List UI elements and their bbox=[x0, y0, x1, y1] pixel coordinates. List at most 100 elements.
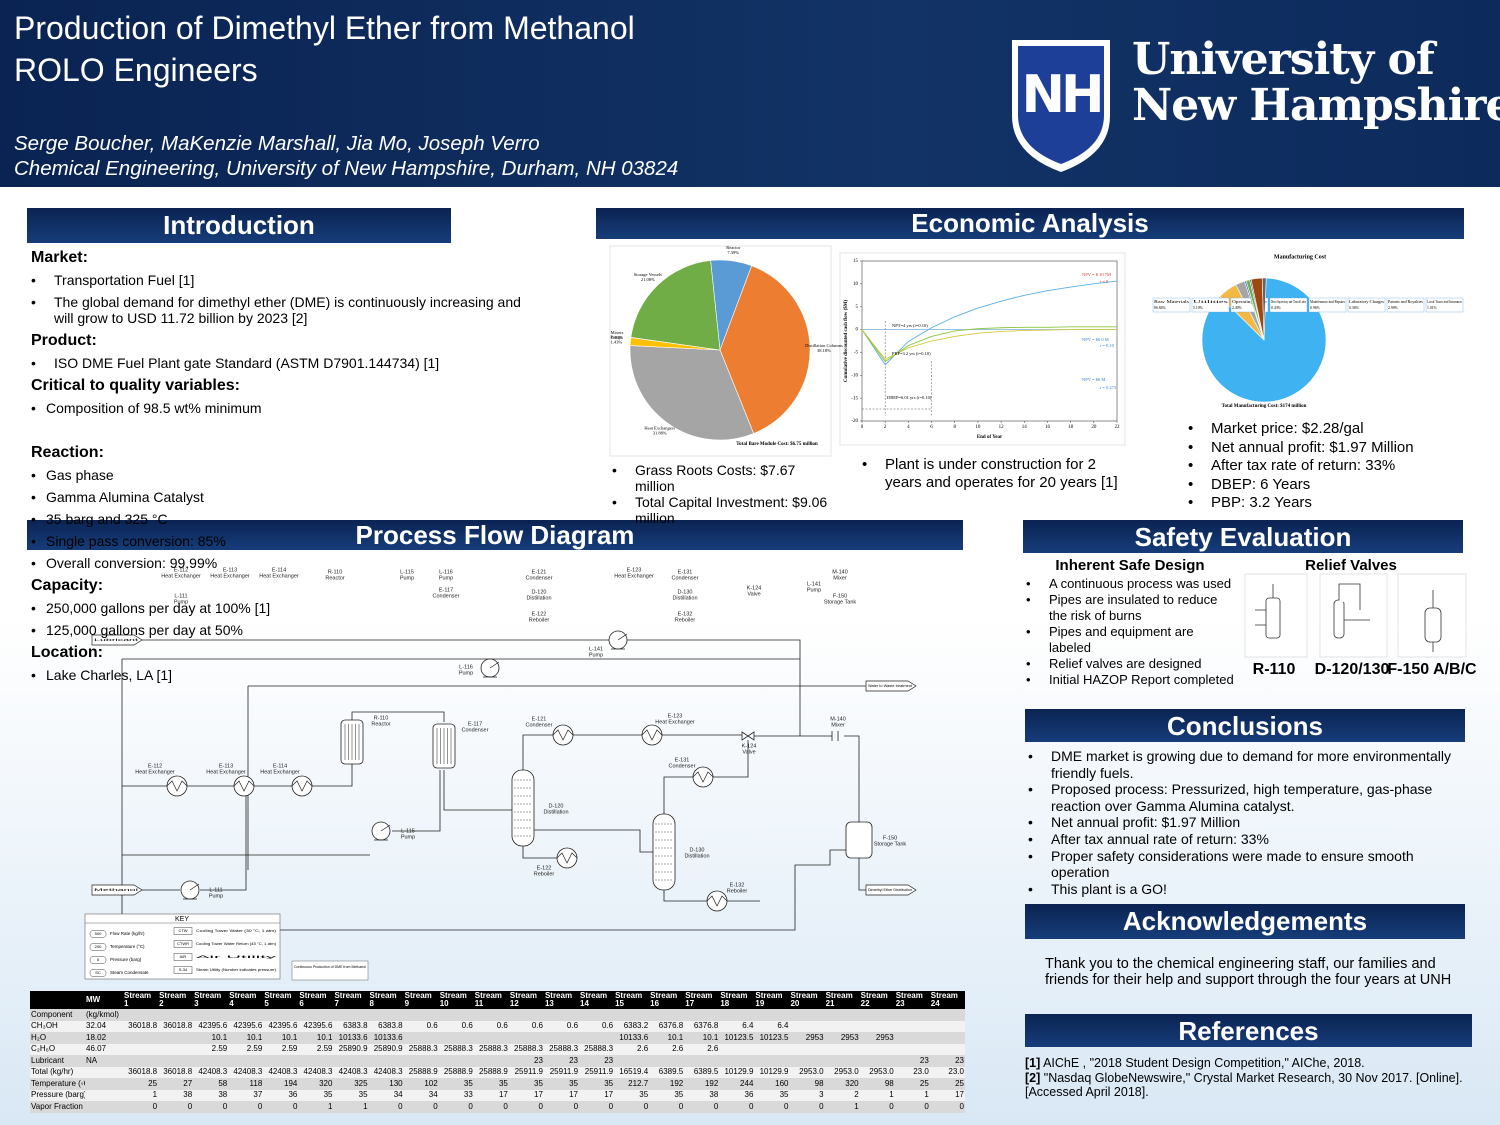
list-label: Market: bbox=[31, 249, 88, 266]
table-cell: 1 bbox=[333, 1101, 369, 1113]
header-cell: Stream 15 bbox=[614, 991, 650, 1009]
table-cell bbox=[193, 1009, 229, 1021]
process-line bbox=[663, 740, 760, 902]
mixer bbox=[831, 731, 839, 741]
table-cell: 17 bbox=[929, 1089, 965, 1101]
authors: Serge Boucher, MaKenzie Marshall, Jia Mo… bbox=[14, 132, 540, 155]
table-cell: 1 bbox=[859, 1089, 895, 1101]
equipment-name: Mixer bbox=[831, 722, 845, 728]
equipment-tag: E-114 bbox=[273, 763, 287, 769]
table-cell: 0.6 bbox=[403, 1020, 439, 1032]
table-cell: 10123.5 bbox=[754, 1032, 790, 1044]
header-cell: Stream 11 bbox=[473, 991, 509, 1009]
table-cell: 192 bbox=[649, 1078, 685, 1090]
table-cell bbox=[333, 1055, 369, 1067]
title-block bbox=[291, 960, 369, 981]
slice-value: 1.01% bbox=[1427, 306, 1438, 310]
process-line bbox=[140, 639, 801, 736]
table-cell: 0 bbox=[193, 1101, 229, 1113]
reference-marker: [2] bbox=[1025, 1070, 1041, 1085]
table-cell bbox=[228, 1055, 264, 1067]
equipment-name: Heat Exchanger bbox=[260, 769, 300, 775]
heat-exchanger bbox=[291, 775, 313, 797]
acknowledgement-text: Thank you to the chemical engineering st… bbox=[1045, 956, 1452, 988]
table-cell: 42408.3 bbox=[263, 1066, 299, 1078]
equipment-name: Storage Tank bbox=[824, 599, 857, 605]
x-tick-label: 2 bbox=[884, 425, 887, 430]
heat-exchanger bbox=[552, 724, 574, 746]
table-cell: 23 bbox=[929, 1055, 965, 1067]
header-cell: Stream 12 bbox=[508, 991, 544, 1009]
table-cell: 35 bbox=[543, 1078, 580, 1090]
slice-label: Raw Materials bbox=[1154, 300, 1190, 304]
table-cell: 35 bbox=[298, 1089, 334, 1101]
equipment-name: Storage Tank bbox=[874, 841, 907, 847]
table-cell bbox=[473, 1032, 509, 1044]
column bbox=[511, 769, 535, 847]
table-cell: 25 bbox=[929, 1078, 965, 1090]
table-cell: 25888.9 bbox=[403, 1066, 439, 1078]
table-cell: 2953.0 bbox=[859, 1066, 895, 1078]
header-cell bbox=[30, 991, 85, 1009]
table-cell: 0 bbox=[684, 1101, 720, 1113]
table-cell: 118 bbox=[228, 1078, 264, 1090]
table-cell: 25 bbox=[894, 1078, 930, 1090]
shield-inner bbox=[1018, 46, 1104, 164]
exchanger-coil bbox=[291, 780, 313, 792]
terminal-arrow bbox=[91, 884, 143, 896]
table-cell bbox=[158, 1009, 194, 1021]
y-tick-label: -20 bbox=[851, 419, 858, 424]
sketch-tank bbox=[1424, 607, 1442, 643]
table-cell bbox=[684, 1009, 720, 1021]
equipment-tag: E-121 bbox=[532, 716, 547, 722]
table-cell: 23 bbox=[543, 1055, 580, 1067]
table-row: Component (kg/kmol) bbox=[30, 1009, 965, 1021]
bullet-item: Net annual profit: $1.97 Million bbox=[1028, 814, 1458, 831]
mw-cell: (kg/kmol) bbox=[85, 1009, 123, 1021]
equipment-name: Condenser bbox=[526, 722, 553, 728]
row-label: H₂O bbox=[30, 1032, 85, 1044]
table-cell bbox=[193, 1055, 229, 1067]
safety-list: A continuous process was usedPipes are i… bbox=[1026, 576, 1238, 688]
bullet-item: ISO DME Fuel Plant gate Standard (ASTM D… bbox=[31, 355, 531, 371]
pump-base bbox=[183, 883, 200, 900]
table-cell: 10129.9 bbox=[719, 1066, 755, 1078]
table-cell: 36 bbox=[719, 1089, 755, 1101]
equipment-tag: E-122 bbox=[532, 611, 547, 617]
economic-notes: Plant is under construction for 2 years … bbox=[862, 456, 1124, 492]
title-block-text: Continuous Production of DME from Methan… bbox=[294, 964, 366, 969]
x-tick-label: 6 bbox=[930, 425, 933, 430]
x-tick-label: 10 bbox=[975, 425, 981, 430]
equipment-name: Heat Exchanger bbox=[210, 573, 250, 579]
key-label: Cooling Tower Water Return (45 °C, 1 atm… bbox=[196, 941, 277, 946]
table-cell: 212.7 bbox=[614, 1078, 650, 1090]
table-cell: 192 bbox=[684, 1078, 720, 1090]
table-cell: 0 bbox=[263, 1101, 299, 1113]
table-cell bbox=[789, 1009, 825, 1021]
bullet-item: Gamma Alumina Catalyst bbox=[31, 489, 531, 505]
table-cell bbox=[228, 1009, 264, 1021]
table-cell: 10.1 bbox=[684, 1032, 720, 1044]
equipment-name: Reactor bbox=[371, 721, 390, 727]
table-cell bbox=[368, 1055, 404, 1067]
table-cell: 0 bbox=[929, 1101, 965, 1113]
table-cell: 25888.9 bbox=[473, 1066, 509, 1078]
table-cell: 10.1 bbox=[193, 1032, 229, 1044]
bullet-item: Initial HAZOP Report completed bbox=[1026, 672, 1238, 688]
mw-cell: 32.04 bbox=[85, 1020, 123, 1032]
table-cell: 6389.5 bbox=[684, 1066, 720, 1078]
table-cell: 42395.6 bbox=[298, 1020, 334, 1032]
exchanger-coil bbox=[556, 852, 578, 864]
equipment-name: Reactor bbox=[325, 575, 344, 581]
table-cell: 23 bbox=[894, 1055, 930, 1067]
section-heading: Economic Analysis bbox=[596, 208, 1464, 239]
mw-cell bbox=[85, 1078, 123, 1090]
unh-logo: NH bbox=[1012, 40, 1110, 172]
table-cell bbox=[123, 1032, 159, 1044]
table-cell: 37 bbox=[228, 1089, 264, 1101]
x-axis-label: End of Year bbox=[977, 435, 1003, 440]
table-cell: 35 bbox=[333, 1089, 369, 1101]
slice-value: 0.36% bbox=[1349, 306, 1360, 310]
table-cell bbox=[684, 1055, 720, 1067]
table-cell: 25888.3 bbox=[543, 1043, 580, 1055]
